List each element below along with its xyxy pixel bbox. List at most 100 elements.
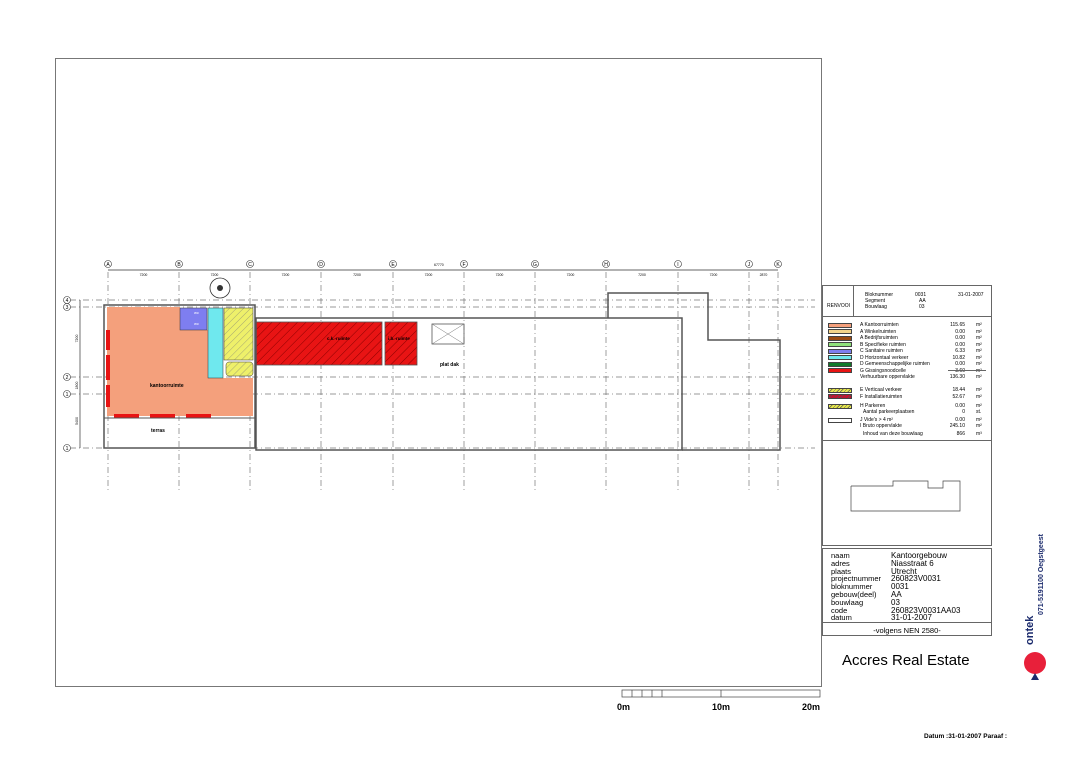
- grid-bubble: [175, 260, 183, 268]
- header-value: 0031: [915, 292, 927, 298]
- legend-table: RENVOOI Bloknummer 0031 31-01-2007 Segme…: [822, 285, 992, 442]
- norm-footer: -volgens NEN 2580-: [823, 622, 991, 635]
- info-key: plaats: [831, 566, 852, 576]
- legend-row: Verhuurbare oppervlakte 136.30 m²: [823, 374, 991, 380]
- legend-row: J Vide's > 4 m² 0.00 m²: [823, 417, 991, 423]
- legend-label: I Bruto oppervlakte: [860, 423, 902, 429]
- room-label-installation: i.b.-ruimte: [388, 336, 410, 341]
- grid-column-label: H: [604, 262, 608, 268]
- grid-column-label: C: [248, 262, 252, 268]
- grid-spacing: 2870: [760, 273, 768, 277]
- legend-value: 0.00: [955, 361, 965, 367]
- legend-label: A Kantoorruimten: [860, 322, 899, 328]
- info-value: Niasstraat 6: [891, 558, 934, 568]
- grid-column-label: D: [319, 262, 323, 268]
- grid-column-label: F: [462, 262, 465, 268]
- legend-value: 18.44: [952, 387, 965, 393]
- info-value: 260823V0031: [891, 574, 941, 584]
- grid-bubble: [674, 260, 682, 268]
- spiral-stair: [209, 277, 231, 299]
- legend-value: 0.00: [955, 335, 965, 341]
- legend-value: 115.65: [950, 322, 965, 328]
- grid-bubble: [63, 373, 71, 381]
- legend-unit: m²: [976, 335, 982, 341]
- sanitary-area: [179, 307, 208, 331]
- legend-unit: m³: [976, 431, 982, 437]
- legend-unit: m²: [976, 387, 982, 393]
- company-name: Accres Real Estate: [842, 652, 970, 669]
- grid-column-label: K: [776, 262, 780, 268]
- grid-column-label: A: [106, 262, 110, 268]
- grid-bubble: [246, 260, 254, 268]
- legend-row: Inhoud van deze bouwlaag 866 m³: [823, 431, 991, 437]
- legend-unit: m²: [976, 348, 982, 354]
- legend-label: E Verticaal verkeer: [860, 387, 902, 393]
- legend-unit: m²: [976, 393, 982, 400]
- kontek-logo: ontek 071-5191100 Oegstgeest: [1024, 533, 1046, 680]
- legend-label: Verhuurbare oppervlakte: [860, 374, 915, 380]
- legend-row: I Bruto oppervlakte 245.10 m²: [823, 423, 991, 429]
- legend-swatch: [828, 394, 852, 399]
- drawing-frame: [55, 58, 822, 687]
- legend-row: A Kantoorruimten 115.65 m²: [823, 322, 991, 328]
- header-label: Segment: [865, 298, 886, 304]
- grid-bubble: [63, 444, 71, 452]
- legend-unit: m²: [976, 354, 982, 361]
- key-plan-outline: [850, 480, 961, 512]
- room-label-roof: plat dak: [440, 362, 459, 368]
- grid-spacing: 7200: [211, 273, 219, 277]
- info-key: gebouw(deel): [831, 590, 877, 599]
- row-dimension: 1800: [75, 382, 79, 390]
- legend-row: D Horizontaal verkeer 10.82 m²: [823, 355, 991, 361]
- info-value: AA: [891, 590, 902, 599]
- legend-value: 245.10: [949, 423, 965, 429]
- legend-swatch: [828, 329, 852, 334]
- header-label: Bloknummer: [865, 292, 894, 298]
- grid-bubble: [745, 260, 753, 268]
- info-value: Utrecht: [891, 566, 917, 576]
- legend-swatch: [828, 355, 852, 360]
- scale-label: 0m: [617, 702, 631, 712]
- legend-unit: m²: [976, 417, 982, 423]
- legend-value: 136.30: [949, 374, 965, 380]
- room-label-office: kantoorruimte: [150, 383, 184, 389]
- legend-unit: m²: [976, 328, 982, 335]
- skylight: [431, 323, 465, 345]
- grid-bubble: [602, 260, 610, 268]
- corridor-area: [207, 307, 224, 379]
- legend-row: A Winkelruimten 0.00 m²: [823, 329, 991, 335]
- legend-unit: m²: [976, 361, 982, 367]
- legend-row: E Verticaal verkeer 18.44 m²: [823, 387, 991, 393]
- header-label: Bouwlaag: [865, 304, 887, 310]
- installation-room-1: [255, 321, 383, 366]
- row-dimension: 5400: [75, 417, 79, 425]
- legend-unit: m²: [976, 341, 982, 348]
- legend-row: Aantal parkeerplaatsen 0 st.: [823, 409, 991, 415]
- legend-swatch: [828, 335, 852, 341]
- legend-value: 866: [956, 431, 965, 437]
- legend-label: D Gemeenschappelijke ruimten: [860, 361, 930, 367]
- grid-column-label: J: [748, 262, 751, 268]
- info-key: bloknummer: [831, 582, 873, 592]
- legend-label: C Sanitaire ruimten: [860, 348, 903, 354]
- legend-row: D Gemeenschappelijke ruimten 0.00 m²: [823, 361, 991, 367]
- legend-value: 0.00: [955, 341, 965, 348]
- row-dimension: 7200: [75, 335, 79, 343]
- legend-swatch: [828, 403, 852, 409]
- legend-row: B Specifieke ruimten 0.00 m²: [823, 342, 991, 348]
- legend-label: A Winkelruimten: [860, 328, 897, 335]
- scale-label: 10m: [712, 702, 731, 712]
- legend-label: A Bedrijfsruimten: [860, 335, 898, 341]
- building-outline: [103, 304, 256, 449]
- svg-text:071-5191100 Oegstgeest: 071-5191100 Oegstgeest: [1038, 533, 1045, 615]
- windows: [106, 330, 211, 418]
- legend-unit: m²: [976, 403, 982, 409]
- grid-spacing: 7200: [425, 273, 433, 277]
- lift-area: [225, 361, 254, 377]
- info-key: datum: [831, 613, 852, 623]
- info-key: code: [831, 605, 848, 615]
- roof-extension: [607, 292, 781, 451]
- grid-column-label: B: [177, 262, 181, 268]
- legend-unit: st.: [976, 409, 982, 415]
- legend-value: 0: [962, 409, 965, 415]
